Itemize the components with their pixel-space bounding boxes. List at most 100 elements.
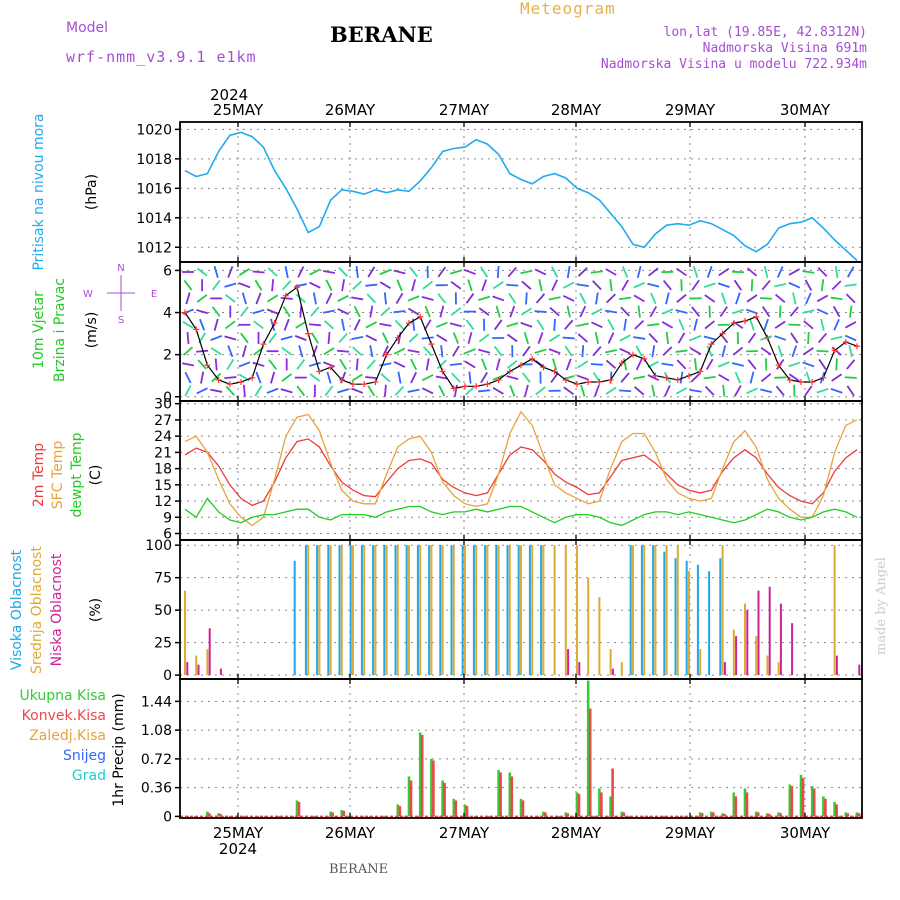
precip-bar <box>443 782 446 817</box>
wind-gust-marker <box>305 330 312 337</box>
wind-gust-marker <box>327 364 334 371</box>
precip-bar <box>329 811 332 817</box>
wind-arrow <box>238 361 251 368</box>
wind-arrow <box>804 385 813 397</box>
wind-arrow <box>338 266 348 278</box>
y-tick-label: 1016 <box>136 181 172 197</box>
temp-unit-label: (C) <box>88 465 104 486</box>
wind-arrow <box>196 294 208 303</box>
wind-arrow <box>647 282 660 288</box>
wind-arrow <box>196 309 209 315</box>
cloud-bar <box>696 564 699 676</box>
wind-gust-marker <box>786 376 793 383</box>
wind-unit-label: (m/s) <box>84 312 100 349</box>
y-tick-label: 2 <box>163 348 172 364</box>
wind-arrow <box>621 279 629 291</box>
precip-bar <box>331 812 334 817</box>
wind-arrow <box>734 371 742 384</box>
wind-arrow <box>577 267 588 277</box>
y-tick-label: 6 <box>163 527 172 543</box>
cloud-bar <box>766 655 769 676</box>
wind-gust-marker <box>372 379 379 386</box>
precip-bar <box>407 776 411 817</box>
wind-arrow <box>365 376 378 380</box>
wind-gust-marker <box>439 368 446 375</box>
footer-station: BERANE <box>329 862 389 877</box>
wind-arrow <box>506 375 519 381</box>
wind-gust-marker <box>182 309 188 316</box>
precip-bar <box>835 804 838 817</box>
compass-s: S <box>118 315 124 326</box>
wind-arrow <box>647 374 660 381</box>
wind-arrow <box>380 372 391 383</box>
cloud-bar <box>363 545 366 676</box>
wind-arrow <box>534 348 547 354</box>
wind-arrow <box>830 387 843 394</box>
precip-bar <box>846 813 850 817</box>
wind-arrow <box>678 318 685 331</box>
wind-arrow <box>606 293 616 304</box>
wind-arrow <box>706 266 713 278</box>
wind-gust-marker <box>226 381 233 388</box>
precip-bar <box>297 802 301 817</box>
wind-arrow <box>802 347 814 356</box>
wind-arrow <box>689 334 702 342</box>
wind-arrow <box>579 305 587 318</box>
wind-arrow <box>591 307 603 316</box>
altitude-label: Nadmorska Visina 691m <box>702 41 867 56</box>
wind-gust-marker <box>394 334 401 341</box>
y-tick-label: 21 <box>154 445 172 461</box>
precip-bar <box>577 794 581 817</box>
precip-bar <box>598 788 601 817</box>
y-tick-label: 15 <box>154 478 172 494</box>
precip-bar <box>600 792 603 817</box>
wind-gust-marker <box>831 347 838 354</box>
cloud-bar <box>564 545 567 676</box>
wind-arrow <box>633 282 646 289</box>
wind-arrow <box>451 372 461 383</box>
wind-arrow <box>453 384 458 397</box>
wind-arrow <box>493 345 503 357</box>
wind-arrow <box>252 361 265 367</box>
wind-arrow <box>777 345 783 358</box>
wind-arrow <box>407 388 420 393</box>
wind-arrow <box>746 308 758 315</box>
wind-arrow <box>704 385 715 396</box>
wind-arrow <box>820 318 825 331</box>
cloud-bar <box>654 545 657 676</box>
cloud-bar <box>674 558 677 676</box>
meteogram-title: Meteogram <box>520 0 616 18</box>
wind-arrow <box>830 296 843 301</box>
wind-arrow <box>339 358 348 370</box>
wind-arrow <box>731 308 744 315</box>
wind-arrow <box>818 358 827 370</box>
temp-sfc-label: SFC Temp <box>50 441 66 510</box>
precip-bar <box>544 812 547 817</box>
wind-arrow <box>309 268 321 276</box>
day-label-bottom: 30MAY <box>780 824 831 842</box>
cloud-bar <box>663 551 666 676</box>
wind-gust-marker <box>798 379 804 386</box>
cloud-bar <box>394 545 397 676</box>
y-tick-label: 30 <box>154 397 172 413</box>
day-label-top: 26MAY <box>325 101 376 119</box>
wind-arrow <box>240 332 249 344</box>
wind-gust-marker <box>809 379 816 386</box>
y-tick-label: 75 <box>154 571 172 587</box>
wind-arrow <box>324 385 334 397</box>
temp-2m-label: 2m Temp <box>31 443 47 507</box>
cloud-bar <box>508 545 511 676</box>
wind-arrow <box>693 318 698 331</box>
cloud-bar <box>732 629 735 676</box>
wind-arrow <box>436 359 447 370</box>
day-label-bottom: 28MAY <box>551 824 602 842</box>
wind-arrow <box>775 385 785 397</box>
cloud-bar <box>609 649 612 676</box>
wind-arrow <box>805 292 812 305</box>
wind-arrow <box>665 292 670 305</box>
wind-arrow <box>421 336 434 340</box>
precip-legend-label: Konvek.Kisa <box>22 708 106 724</box>
day-label-top: 28MAY <box>551 101 602 119</box>
wind-arrow <box>422 280 433 290</box>
wind-arrow <box>351 387 364 394</box>
